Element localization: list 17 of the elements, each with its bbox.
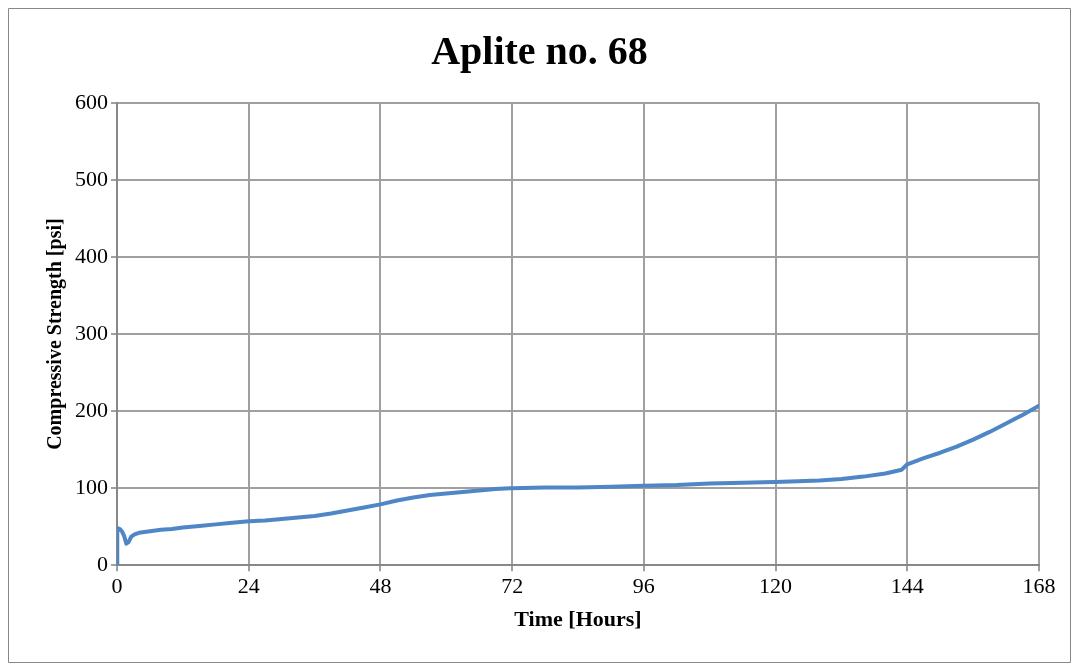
y-tick-label: 500 — [75, 165, 108, 191]
y-tick-label: 300 — [75, 319, 108, 345]
x-tick-label: 120 — [759, 573, 793, 599]
y-axis-title: Compressive Strength [psi] — [43, 218, 67, 450]
y-tick-label: 600 — [75, 88, 108, 114]
x-tick-label: 72 — [501, 573, 524, 599]
chart-title: Aplite no. 68 — [431, 28, 648, 74]
x-tick-label: 96 — [632, 573, 655, 599]
x-tick-label: 24 — [237, 573, 260, 599]
y-tick-label: 400 — [75, 242, 108, 268]
x-tick-label: 168 — [1022, 573, 1056, 599]
x-axis-title: Time [Hours] — [514, 606, 642, 632]
y-tick-label: 200 — [75, 396, 108, 422]
y-tick-label: 0 — [97, 550, 108, 576]
x-tick-label: 144 — [890, 573, 924, 599]
x-tick-label: 48 — [369, 573, 392, 599]
y-tick-label: 100 — [75, 473, 108, 499]
